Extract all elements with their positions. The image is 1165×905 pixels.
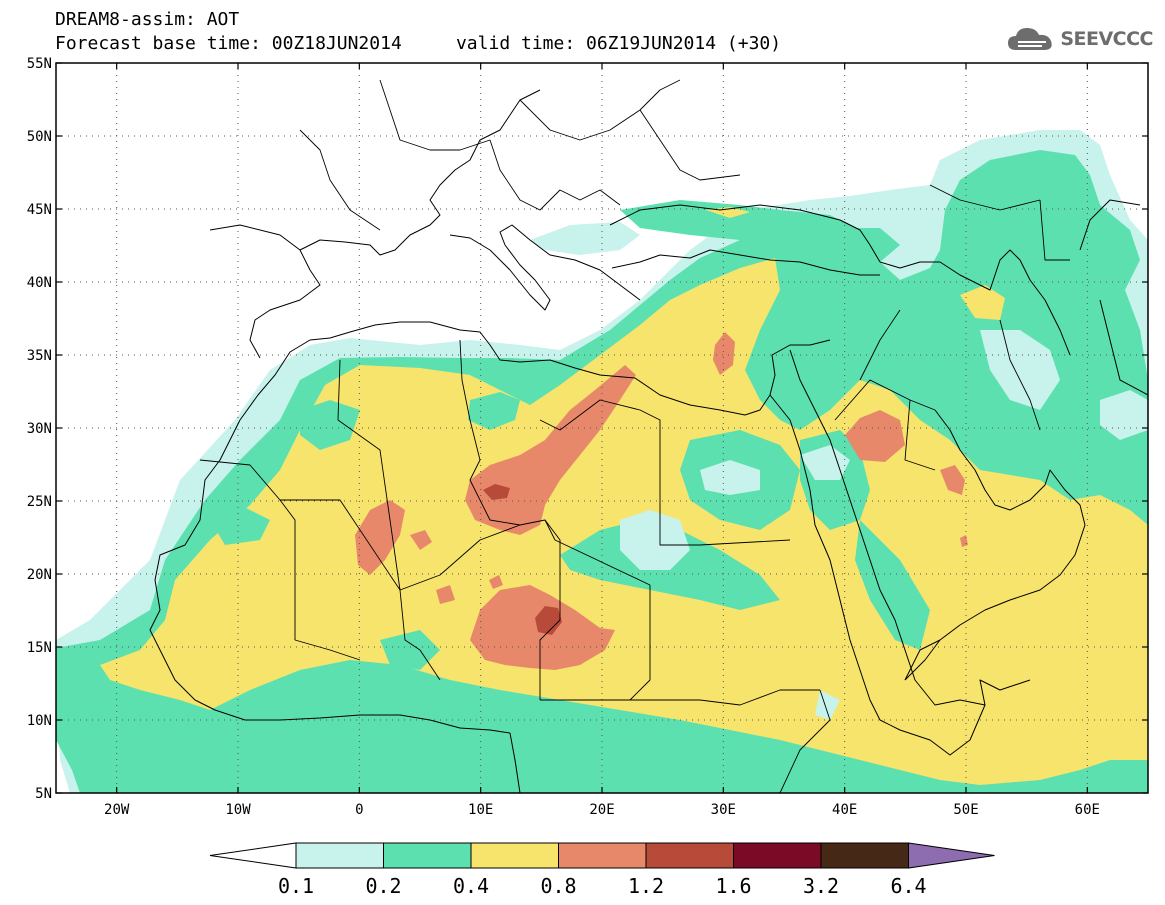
lon-label: 0: [355, 802, 363, 818]
colorbar-left-arrow: [209, 842, 297, 869]
colorbar-label: 0.1: [278, 874, 314, 898]
colorbar-label: 0.8: [540, 874, 576, 898]
aot-low-patches: [210, 130, 1148, 720]
coastlines: [149, 89, 1148, 793]
lat-label: 45N: [27, 202, 52, 218]
cloud-icon: [1008, 28, 1053, 50]
colorbar-swatch: [733, 842, 822, 869]
lat-label: 55N: [27, 56, 52, 72]
aot-band-1.2: [483, 484, 562, 635]
lat-label: 5N: [35, 786, 52, 802]
lat-label: 10N: [27, 713, 52, 729]
seevccc-logo: SEEVCCC: [1006, 24, 1153, 54]
lon-label: 20W: [104, 802, 130, 818]
colorbar-label: 0.2: [365, 874, 401, 898]
graticule: [56, 63, 1148, 793]
map-area: [56, 63, 1148, 793]
lon-label: 30E: [711, 802, 736, 818]
lon-label: 50E: [953, 802, 978, 818]
colorbar-label: 3.2: [803, 874, 839, 898]
lat-label: 50N: [27, 129, 52, 145]
colorbar-swatch: [820, 842, 909, 869]
colorbar-label: 0.4: [453, 874, 489, 898]
logo-text: SEEVCCC: [1060, 28, 1153, 50]
title-line-1: DREAM8-assim: AOT: [55, 9, 240, 30]
lat-label: 35N: [27, 348, 52, 364]
colorbar-swatch: [295, 842, 384, 869]
lon-label: 10W: [225, 802, 251, 818]
lat-label: 25N: [27, 494, 52, 510]
title-line-2: Forecast base time: 00Z18JUN2014 valid t…: [55, 33, 782, 54]
lon-label: 20E: [589, 802, 614, 818]
colorbar: 0.1 0.2 0.4 0.8 1.2 1.6 3.2 6.4: [209, 842, 995, 898]
lat-label: 30N: [27, 421, 52, 437]
lon-label: 40E: [832, 802, 857, 818]
colorbar-label: 6.4: [890, 874, 926, 898]
lat-label: 20N: [27, 567, 52, 583]
lon-label: 60E: [1075, 802, 1100, 818]
colorbar-label: 1.2: [628, 874, 664, 898]
colorbar-swatch: [470, 842, 559, 869]
country-borders: [199, 79, 1070, 793]
axis-ticks: 55N 50N 45N 40N 35N 30N 25N 20N 15N 10N 5N 20W 10W 0 1…: [27, 56, 1148, 818]
lat-label: 15N: [27, 640, 52, 656]
colorbar-swatch: [383, 842, 472, 869]
lon-label: 10E: [468, 802, 493, 818]
colorbar-right-arrow: [908, 842, 995, 869]
colorbar-label: 1.6: [715, 874, 751, 898]
colorbar-swatch: [558, 842, 647, 869]
colorbar-swatch: [645, 842, 734, 869]
lat-label: 40N: [27, 275, 52, 291]
